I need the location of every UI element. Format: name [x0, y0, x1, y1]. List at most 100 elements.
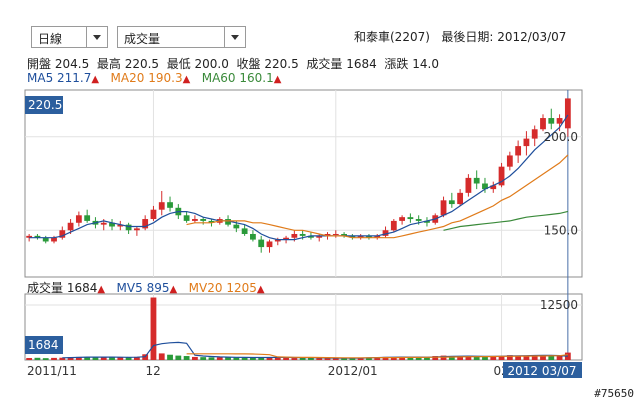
- volume-bar: [250, 357, 256, 360]
- volume-bar: [324, 358, 331, 360]
- candle-body: [415, 219, 422, 221]
- period-select[interactable]: 日線: [31, 26, 108, 48]
- volume-bar: [225, 357, 231, 360]
- volume-bar: [332, 358, 339, 360]
- volume-label: 成交量: [306, 57, 343, 71]
- volume-bar: [200, 357, 207, 360]
- volume-bar: [100, 357, 107, 360]
- volume-bar: [465, 356, 472, 360]
- up-arrow-icon: ▲: [256, 284, 265, 295]
- volume-bar: [183, 356, 190, 360]
- watermark: #75650: [594, 387, 634, 400]
- volume-bar: [457, 356, 464, 360]
- volume-bar: [498, 356, 505, 360]
- volume-bar: [556, 355, 563, 360]
- candle-body: [125, 224, 132, 231]
- ma20-label: MA20: [110, 71, 145, 85]
- open-label: 開盤: [27, 57, 52, 71]
- change-value: 14.0: [412, 57, 439, 71]
- volume-bar: [506, 355, 513, 360]
- candle-body: [266, 241, 273, 248]
- mv5-value: 895: [146, 281, 170, 295]
- candle-body: [440, 200, 447, 216]
- candle-body: [498, 166, 505, 186]
- volume-bar: [158, 353, 165, 360]
- up-arrow-icon: ▲: [97, 284, 106, 295]
- candle-body: [150, 209, 157, 220]
- volume-bar: [175, 355, 182, 360]
- candle-body: [374, 235, 381, 238]
- candle-body: [506, 155, 513, 167]
- close-label: 收盤: [236, 57, 261, 71]
- volume-bar: [424, 356, 430, 360]
- candle-body: [473, 177, 480, 184]
- volume-bar: [67, 357, 74, 360]
- volume-bar: [548, 355, 555, 360]
- volume-bar: [523, 355, 530, 360]
- candle-body: [250, 233, 256, 240]
- volume-bar: [192, 356, 198, 360]
- candle-body: [316, 235, 323, 238]
- candle-body: [167, 202, 173, 208]
- candle-body: [75, 215, 82, 223]
- ma5-line: [29, 114, 569, 241]
- last-date-label: 最後日期:: [441, 30, 494, 44]
- vol-value: 1684: [66, 281, 98, 295]
- volume-bar: [390, 357, 397, 360]
- high-value: 220.5: [124, 57, 160, 71]
- volume-bar: [399, 357, 405, 360]
- mv5-label: MV5: [116, 281, 143, 295]
- volume-bar: [415, 357, 422, 360]
- volume-tick-label: 12500: [540, 298, 578, 312]
- ma20-legend: MA20 190.3▲: [111, 71, 191, 85]
- candle-body: [142, 219, 149, 229]
- volume-bar: [291, 358, 298, 360]
- volume-bar: [117, 357, 124, 360]
- candle-body: [208, 220, 215, 223]
- volume-bar: [308, 357, 314, 360]
- indicator-select-dropdown[interactable]: [224, 27, 245, 47]
- candle-body: [26, 235, 33, 238]
- ma60-value: 160.1: [239, 71, 274, 85]
- ma5-legend: MA5 211.7▲: [27, 71, 99, 85]
- volume-bar: [34, 357, 41, 360]
- candle-body: [42, 237, 49, 242]
- indicator-select[interactable]: 成交量: [117, 26, 246, 48]
- period-select-dropdown[interactable]: [86, 27, 107, 47]
- mv20-line: [186, 353, 568, 359]
- volume-bar: [75, 356, 82, 360]
- ma20-line: [186, 154, 569, 239]
- indicator-select-value: 成交量: [124, 32, 161, 46]
- volume-bar: [540, 355, 546, 360]
- price-ma-line: MA5 211.7▲ MA20 190.3▲ MA60 160.1▲: [27, 71, 281, 85]
- open-value: 204.5: [54, 57, 90, 71]
- ma60-label: MA60: [201, 71, 236, 85]
- candle-body: [283, 237, 289, 240]
- volume-bar: [432, 356, 439, 360]
- volume-bar: [473, 356, 480, 360]
- period-select-value: 日線: [38, 32, 63, 46]
- volume-bar: [274, 357, 281, 360]
- volume-bar: [299, 357, 306, 360]
- candle-body: [225, 219, 231, 225]
- candle-body: [324, 233, 331, 236]
- volume-bar: [84, 357, 91, 360]
- candle-body: [158, 202, 165, 210]
- volume-bar: [42, 358, 49, 360]
- quote-line: 開盤 204.5 最高 220.5 最低 200.0 收盤 220.5 成交量 …: [27, 55, 439, 72]
- candle-body: [67, 222, 74, 231]
- current-date-box: [503, 362, 582, 378]
- volume-bar: [407, 357, 414, 360]
- candle-body: [556, 118, 563, 124]
- candle-body: [482, 183, 488, 190]
- price-tick-label: 200.0: [544, 130, 578, 144]
- candle-body: [407, 217, 414, 220]
- candle-body: [341, 233, 347, 236]
- candle-body: [117, 224, 124, 227]
- price-panel: [24, 89, 583, 278]
- low-value: 200.0: [194, 57, 229, 71]
- candle-body: [564, 98, 571, 129]
- volume-bar: [109, 357, 115, 360]
- volume-bar: [357, 357, 364, 360]
